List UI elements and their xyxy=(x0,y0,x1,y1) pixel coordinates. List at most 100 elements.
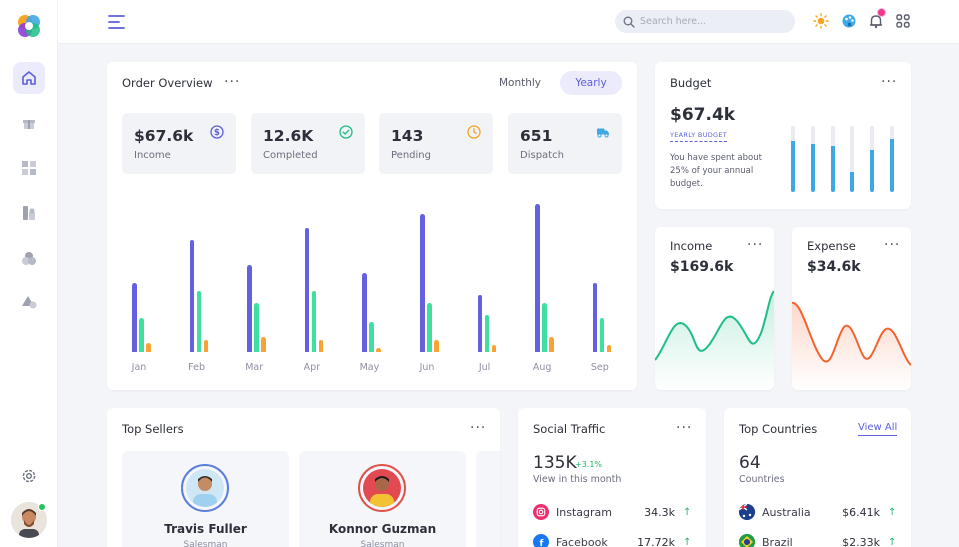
stat-income: $67.6k Income $ xyxy=(122,113,236,174)
seller-avatar xyxy=(358,464,406,512)
bar-pending-may[interactable] xyxy=(376,347,381,352)
x-tick-label: Jun xyxy=(419,362,435,373)
budget-bar xyxy=(791,126,795,192)
x-tick-label: Jul xyxy=(478,362,491,373)
country-value: $6.41k xyxy=(842,505,880,519)
budget-bar xyxy=(830,126,835,192)
search-input[interactable] xyxy=(640,16,780,27)
more-options-icon[interactable]: ··· xyxy=(881,74,898,90)
stat-income-label: Income xyxy=(134,150,171,161)
bar-completed-jul[interactable] xyxy=(484,314,490,352)
budget-bar xyxy=(890,126,894,192)
svg-text:f: f xyxy=(540,539,544,547)
bar-completed-may[interactable] xyxy=(369,322,374,352)
nav-home[interactable] xyxy=(13,62,45,94)
top-countries-title: Top Countries xyxy=(739,422,818,436)
search-icon xyxy=(623,16,635,28)
bar-pending-jul[interactable] xyxy=(491,344,497,352)
bar-completed-feb[interactable] xyxy=(196,290,202,352)
more-options-icon[interactable]: ··· xyxy=(884,237,901,253)
bar-income-aug[interactable] xyxy=(535,203,540,352)
social-name: Facebook xyxy=(556,535,608,547)
social-row-facebook[interactable]: f Facebook 17.72k ↑ xyxy=(533,533,691,547)
budget-bar-fill xyxy=(890,139,894,192)
bar-completed-aug[interactable] xyxy=(542,302,547,352)
bar-pending-apr[interactable] xyxy=(318,340,324,352)
svg-text:$: $ xyxy=(214,128,220,138)
bar-income-feb[interactable] xyxy=(189,239,195,352)
theme-toggle[interactable] xyxy=(812,12,830,30)
monthly-toggle[interactable]: Monthly xyxy=(498,77,542,89)
search-bar[interactable] xyxy=(615,10,795,33)
notifications-button[interactable] xyxy=(867,8,886,30)
budget-bar xyxy=(850,126,855,192)
bar-completed-mar[interactable] xyxy=(254,302,259,352)
expense-title: Expense xyxy=(807,239,856,253)
x-tick-label: Feb xyxy=(188,362,205,373)
budget-bar-fill xyxy=(810,144,815,192)
bar-pending-aug[interactable] xyxy=(549,337,554,352)
bar-pending-mar[interactable] xyxy=(261,337,266,352)
more-options-icon[interactable]: ··· xyxy=(470,420,487,436)
budget-bar-fill xyxy=(870,149,875,192)
brazil-flag-icon xyxy=(739,534,755,547)
countries-count: 64 xyxy=(739,453,761,473)
bar-completed-jun[interactable] xyxy=(427,302,432,352)
order-overview-card: Order Overview ··· Monthly Yearly $67.6k… xyxy=(107,62,637,390)
topbar xyxy=(58,0,959,44)
social-value: 17.72k xyxy=(637,535,675,547)
social-row-instagram[interactable]: Instagram 34.3k ↑ xyxy=(533,503,691,521)
country-value: $2.33k xyxy=(842,535,880,547)
social-traffic-card: Social Traffic ··· 135K +3.1% View in th… xyxy=(518,408,706,547)
menu-icon[interactable] xyxy=(108,13,126,31)
x-tick-label: Sep xyxy=(590,362,609,373)
budget-bar xyxy=(870,126,875,192)
bar-income-mar[interactable] xyxy=(247,265,252,352)
bar-pending-jan[interactable] xyxy=(146,343,151,352)
bar-pending-feb[interactable] xyxy=(203,340,209,352)
bar-income-apr[interactable] xyxy=(304,227,310,352)
seller-card[interactable]: Travis Fuller Salesman xyxy=(122,451,289,547)
bar-income-jun[interactable] xyxy=(420,214,425,352)
nav-pages[interactable] xyxy=(13,197,45,229)
bar-income-sep[interactable] xyxy=(592,283,598,352)
country-row-brazil[interactable]: Brazil $2.33k ↑ xyxy=(739,533,896,547)
seller-card[interactable]: Konnor Guzman Salesman xyxy=(299,451,466,547)
more-options-icon[interactable]: ··· xyxy=(224,74,241,90)
country-row-australia[interactable]: Australia $6.41k ↑ xyxy=(739,503,896,521)
bar-income-jul[interactable] xyxy=(477,295,483,352)
pages-icon xyxy=(23,206,35,220)
social-change: +3.1% xyxy=(575,460,603,469)
income-amount: $169.6k xyxy=(670,259,734,275)
stat-pending-label: Pending xyxy=(391,150,431,161)
arrow-up-icon: ↑ xyxy=(683,536,692,547)
seller-name: Konnor Guzman xyxy=(328,522,437,536)
view-all-link[interactable]: View All xyxy=(858,422,898,436)
nav-grid[interactable] xyxy=(13,152,45,184)
social-subtitle: View in this month xyxy=(533,474,622,485)
x-tick-label: Aug xyxy=(532,362,552,373)
app-logo[interactable] xyxy=(15,12,43,40)
bar-pending-sep[interactable] xyxy=(606,344,612,352)
instagram-icon xyxy=(533,504,549,520)
nav-shapes[interactable] xyxy=(13,242,45,274)
x-tick-label: Jan xyxy=(131,362,147,373)
more-options-icon[interactable]: ··· xyxy=(747,237,764,253)
bar-pending-jun[interactable] xyxy=(434,340,439,352)
nav-settings[interactable] xyxy=(13,460,45,492)
bar-income-jan[interactable] xyxy=(132,283,137,352)
x-tick-label: Apr xyxy=(303,362,321,373)
apps-button[interactable] xyxy=(894,12,912,30)
budget-description: You have spent about 25% of your annual … xyxy=(670,153,762,189)
bar-completed-jan[interactable] xyxy=(139,317,144,352)
more-options-icon[interactable]: ··· xyxy=(676,420,693,436)
nav-triangle[interactable] xyxy=(13,286,45,318)
bar-completed-apr[interactable] xyxy=(311,290,317,352)
bar-income-may[interactable] xyxy=(362,272,367,352)
palette-button[interactable] xyxy=(840,12,858,30)
nav-gift[interactable] xyxy=(13,107,45,139)
yearly-toggle[interactable]: Yearly xyxy=(560,71,622,95)
budget-amount: $67.4k xyxy=(670,105,736,125)
bar-completed-sep[interactable] xyxy=(599,317,605,352)
seller-avatar xyxy=(181,464,229,512)
